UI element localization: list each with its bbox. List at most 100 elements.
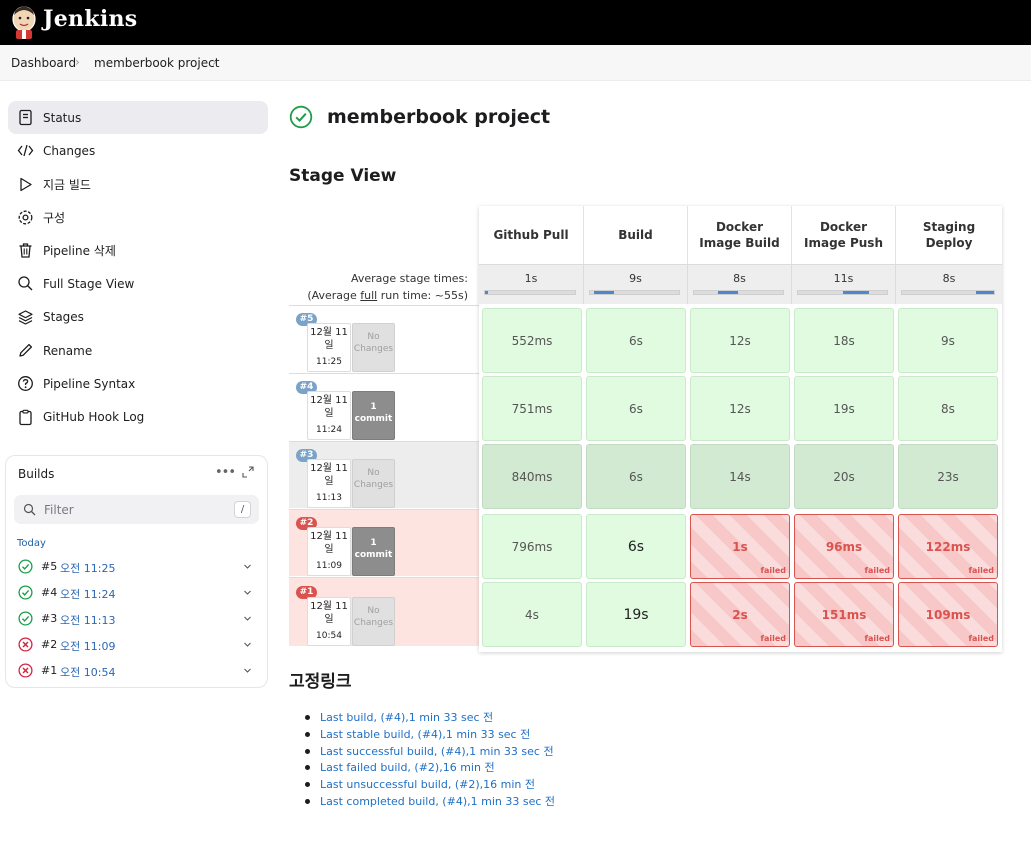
run-changes[interactable]: No Changes xyxy=(352,323,395,372)
sidebar-item-pipeline-syntax[interactable]: Pipeline Syntax xyxy=(8,367,268,400)
search-icon xyxy=(23,503,36,516)
stage-cell[interactable]: 96ms failed xyxy=(794,514,894,579)
stage-cell[interactable]: 1s failed xyxy=(690,514,790,579)
code-icon xyxy=(17,145,34,157)
run-changes[interactable]: No Changes xyxy=(352,459,395,508)
run-changes[interactable]: 1 commit xyxy=(352,391,395,440)
sidebar-item-label: Pipeline 삭제 xyxy=(43,244,116,259)
stage-average: 8s xyxy=(688,264,792,304)
run-badge[interactable]: #4 xyxy=(296,381,317,394)
run-badge[interactable]: #2 xyxy=(296,517,317,530)
run-time-text: 11:13 xyxy=(316,493,342,503)
stage-cell[interactable]: 9s xyxy=(898,308,998,373)
stage-cell[interactable]: 751ms xyxy=(482,376,582,441)
build-number[interactable]: #1 xyxy=(41,664,58,677)
stage-cell[interactable]: 19s xyxy=(794,376,894,441)
build-number[interactable]: #3 xyxy=(41,612,58,625)
stage-cell[interactable]: 151ms failed xyxy=(794,582,894,647)
chevron-down-icon[interactable] xyxy=(243,640,252,649)
build-time[interactable]: 오전 10:54 xyxy=(60,666,116,679)
build-time[interactable]: 오전 11:09 xyxy=(60,640,116,653)
stage-cell[interactable]: 6s xyxy=(586,376,686,441)
stage-cell[interactable]: 6s xyxy=(586,514,686,579)
more-options-icon[interactable]: ••• xyxy=(215,465,236,480)
stage-cell[interactable]: 19s xyxy=(586,582,686,647)
build-number[interactable]: #4 xyxy=(41,586,58,599)
brand-name[interactable]: Jenkins xyxy=(43,6,138,32)
sidebar-item-status[interactable]: Status xyxy=(8,101,268,135)
stage-cell[interactable]: 6s xyxy=(586,308,686,373)
stage-cell[interactable]: 12s xyxy=(690,308,790,373)
permalink-last-unsuccessful-build[interactable]: Last unsuccessful build, (#2),16 min 전 xyxy=(305,776,555,793)
sidebar-item-delete-pipeline[interactable]: Pipeline 삭제 xyxy=(8,234,268,267)
builds-filter-input[interactable] xyxy=(44,495,224,524)
stage-cell-duration: 122ms xyxy=(925,539,971,554)
stage-cell[interactable]: 840ms xyxy=(482,444,582,509)
build-time[interactable]: 오전 11:13 xyxy=(60,614,116,627)
stage-cell[interactable]: 552ms xyxy=(482,308,582,373)
expand-icon[interactable] xyxy=(242,466,254,478)
full-run-time-link[interactable]: full xyxy=(360,289,378,302)
build-row[interactable]: #2 오전 11:09 xyxy=(6,632,267,658)
build-row[interactable]: #4 오전 11:24 xyxy=(6,580,267,606)
breadcrumb-project[interactable]: memberbook project xyxy=(94,56,220,70)
sidebar-item-stages[interactable]: Stages xyxy=(8,301,268,334)
stage-run-row xyxy=(289,373,479,440)
stage-average-value: 1s xyxy=(524,272,538,285)
chevron-down-icon[interactable] xyxy=(243,614,252,623)
sidebar-item-changes[interactable]: Changes xyxy=(8,134,268,167)
stage-failed-label: failed xyxy=(760,566,786,575)
stage-run-row xyxy=(289,305,479,372)
stage-cell-duration: 109ms xyxy=(925,607,971,622)
build-row[interactable]: #5 오전 11:25 xyxy=(6,554,267,580)
stage-cell[interactable]: 2s failed xyxy=(690,582,790,647)
stage-average-value: 11s xyxy=(833,272,854,285)
permalink-last-build[interactable]: Last build, (#4),1 min 33 sec 전 xyxy=(305,709,555,726)
stage-cell-duration: 8s xyxy=(941,401,955,416)
build-time[interactable]: 오전 11:25 xyxy=(60,562,116,575)
stage-cell[interactable]: 12s xyxy=(690,376,790,441)
stage-cell-duration: 151ms xyxy=(821,607,867,622)
stage-cell[interactable]: 18s xyxy=(794,308,894,373)
chevron-down-icon[interactable] xyxy=(243,562,252,571)
build-row[interactable]: #1 오전 10:54 xyxy=(6,658,267,684)
stage-cell[interactable]: 4s xyxy=(482,582,582,647)
stage-cell[interactable]: 109ms failed xyxy=(898,582,998,647)
chevron-down-icon[interactable] xyxy=(243,588,252,597)
jenkins-logo-icon[interactable] xyxy=(11,5,37,39)
stage-cell[interactable]: 23s xyxy=(898,444,998,509)
sidebar-item-label: Pipeline Syntax xyxy=(43,377,136,392)
chevron-down-icon[interactable] xyxy=(243,666,252,675)
stage-cell[interactable]: 8s xyxy=(898,376,998,441)
permalink-last-stable-build[interactable]: Last stable build, (#4),1 min 33 sec 전 xyxy=(305,726,555,743)
stage-cell[interactable]: 6s xyxy=(586,444,686,509)
permalink-last-completed-build[interactable]: Last completed build, (#4),1 min 33 sec … xyxy=(305,793,555,810)
stage-average-bar-fill xyxy=(718,291,739,294)
stage-header-docker-image-push: Docker Image Push xyxy=(792,206,896,264)
sidebar-item-rename[interactable]: Rename xyxy=(8,334,268,367)
stage-cell[interactable]: 20s xyxy=(794,444,894,509)
stage-cell[interactable]: 796ms xyxy=(482,514,582,579)
stage-cell[interactable]: 122ms failed xyxy=(898,514,998,579)
sidebar-item-full-stage-view[interactable]: Full Stage View xyxy=(8,267,268,300)
run-badge[interactable]: #3 xyxy=(296,449,317,462)
run-changes[interactable]: No Changes xyxy=(352,597,395,646)
stage-cell-duration: 552ms xyxy=(511,333,553,348)
sidebar-item-github-hook-log[interactable]: GitHub Hook Log xyxy=(8,401,268,434)
help-icon xyxy=(18,376,33,392)
build-number[interactable]: #5 xyxy=(41,560,58,573)
stage-cell-duration: 19s xyxy=(623,606,649,623)
stage-cell[interactable]: 14s xyxy=(690,444,790,509)
breadcrumb-dashboard[interactable]: Dashboard xyxy=(11,56,77,70)
run-changes[interactable]: 1 commit xyxy=(352,527,395,576)
run-badge[interactable]: #1 xyxy=(296,586,317,599)
run-badge[interactable]: #5 xyxy=(296,313,317,326)
permalink-last-successful-build[interactable]: Last successful build, (#4),1 min 33 sec… xyxy=(305,743,555,760)
build-number[interactable]: #2 xyxy=(41,638,58,651)
sidebar-item-build-now[interactable]: 지금 빌드 xyxy=(8,168,268,201)
build-time[interactable]: 오전 11:24 xyxy=(60,588,116,601)
permalink-last-failed-build[interactable]: Last failed build, (#2),16 min 전 xyxy=(305,759,555,776)
sidebar-item-configure[interactable]: 구성 xyxy=(8,201,268,234)
stage-cell-duration: 1s xyxy=(732,539,748,554)
build-row[interactable]: #3 오전 11:13 xyxy=(6,606,267,632)
